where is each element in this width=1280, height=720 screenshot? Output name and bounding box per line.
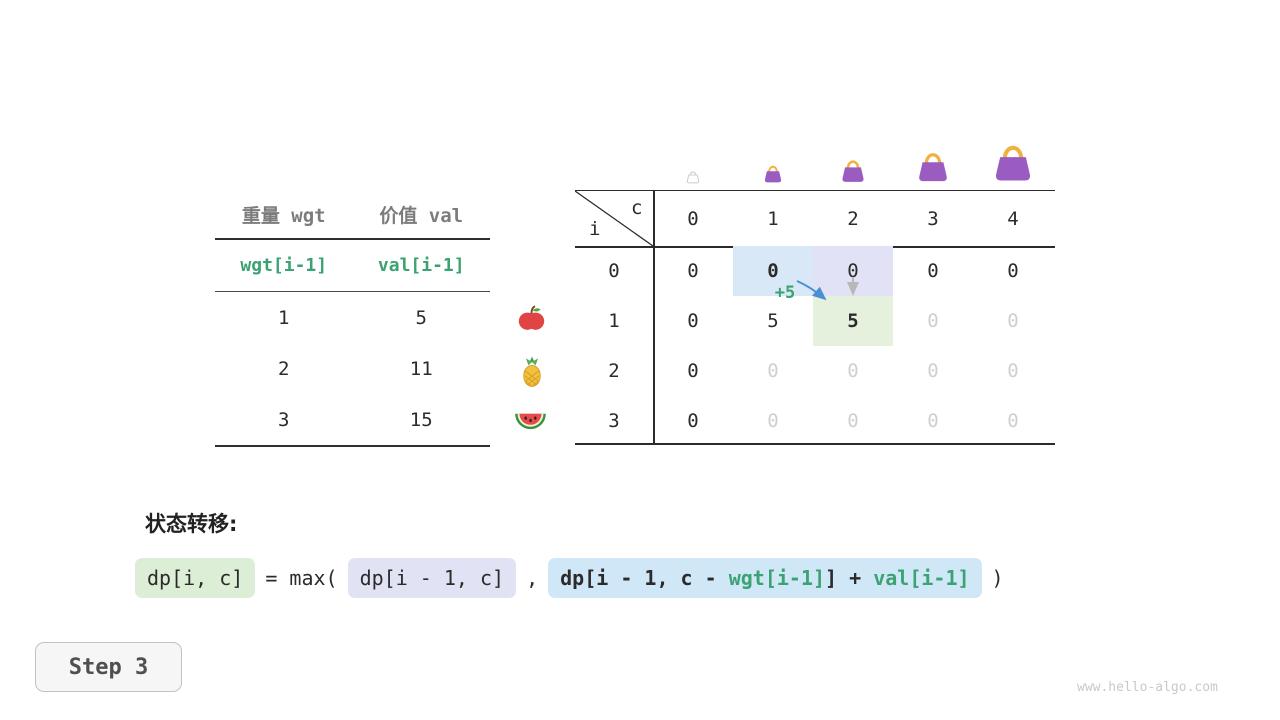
take-term-val: val[i-1] bbox=[873, 566, 970, 590]
dp-col-header-4: 4 bbox=[1007, 207, 1019, 230]
dp-cell-0-2: 0 bbox=[813, 246, 893, 296]
watermelon-icon bbox=[514, 409, 547, 432]
value-column-header: 价值 val bbox=[379, 204, 464, 227]
dp-cell-2-2: 0 bbox=[847, 360, 859, 382]
items-formula-row: wgt[i-1] val[i-1] bbox=[215, 240, 490, 292]
dp-cell-1-4: 0 bbox=[1007, 310, 1019, 332]
dp-row-header-1: 1 bbox=[608, 310, 620, 332]
dp-row-header-2: 2 bbox=[608, 360, 620, 382]
apple-icon bbox=[517, 304, 546, 333]
item-1-value: 5 bbox=[415, 306, 427, 329]
take-term-prefix: dp[i - 1, c - bbox=[560, 566, 729, 590]
dp-cell-3-4: 0 bbox=[1007, 410, 1019, 432]
item-2-weight: 2 bbox=[278, 357, 290, 380]
items-table: 重量 wgt 价值 val wgt[i-1] val[i-1] 1 5 2 11… bbox=[215, 190, 490, 447]
dp-row-header-separator bbox=[653, 191, 655, 443]
dp-current-chip: dp[i, c] bbox=[135, 558, 256, 598]
dp-col-header-0: 0 bbox=[687, 207, 699, 230]
empty-bag-icon bbox=[686, 170, 700, 184]
dp-row-header-3: 3 bbox=[608, 410, 620, 432]
dp-table: c i 0 1 2 3 4 0 1 2 3 0 0 0 0 0 0 5 5 0 … bbox=[575, 190, 1055, 445]
dp-cell-2-4: 0 bbox=[1007, 360, 1019, 382]
dp-col-header-3: 3 bbox=[927, 207, 939, 230]
dp-cell-2-1: 0 bbox=[767, 360, 779, 382]
dp-cell-1-2: 5 bbox=[813, 296, 893, 346]
dp-take-item-chip: dp[i - 1, c - wgt[i-1]] + val[i-1] bbox=[548, 558, 982, 598]
dp-row-header-0: 0 bbox=[608, 260, 620, 282]
dp-cell-3-0: 0 bbox=[687, 410, 699, 432]
item-row-3: 3 15 bbox=[215, 394, 490, 445]
dp-cell-1-3: 0 bbox=[927, 310, 939, 332]
dp-cell-1-1: 5 bbox=[767, 310, 779, 332]
dp-cell-2-3: 0 bbox=[927, 360, 939, 382]
item-2-value: 11 bbox=[409, 357, 433, 380]
item-3-weight: 3 bbox=[278, 408, 290, 431]
item-row-2: 2 11 bbox=[215, 343, 490, 394]
dp-cell-3-3: 0 bbox=[927, 410, 939, 432]
bag-icon-2 bbox=[840, 158, 866, 184]
dp-cell-2-0: 0 bbox=[687, 360, 699, 382]
plus-five-label: +5 bbox=[774, 283, 796, 303]
site-watermark: www.hello-algo.com bbox=[1077, 680, 1218, 695]
weight-column-header: 重量 wgt bbox=[241, 204, 326, 227]
comma-text: , bbox=[526, 566, 539, 590]
dp-cell-0-0: 0 bbox=[687, 260, 699, 282]
bag-icon-4 bbox=[992, 142, 1034, 184]
item-row-1: 1 5 bbox=[215, 292, 490, 343]
dp-cell-0-3: 0 bbox=[927, 260, 939, 282]
item-1-weight: 1 bbox=[278, 306, 290, 329]
dp-col-header-1: 1 bbox=[767, 207, 779, 230]
pineapple-icon bbox=[518, 355, 546, 388]
bag-icon-3 bbox=[916, 150, 950, 184]
val-formula-cell: val[i-1] bbox=[377, 255, 465, 276]
close-paren-text: ) bbox=[991, 566, 1004, 590]
take-term-wgt: wgt[i-1] bbox=[728, 566, 826, 590]
wgt-formula-cell: wgt[i-1] bbox=[240, 255, 328, 276]
dp-col-header-2: 2 bbox=[847, 207, 859, 230]
dp-corner-i-label: i bbox=[589, 218, 601, 240]
state-transition-label: 状态转移: bbox=[145, 512, 238, 536]
dp-cell-3-1: 0 bbox=[767, 410, 779, 432]
dp-cell-3-2: 0 bbox=[847, 410, 859, 432]
take-term-mid: ] + bbox=[825, 566, 874, 590]
bag-icon-1 bbox=[763, 164, 783, 184]
dp-cell-1-0: 0 bbox=[687, 310, 699, 332]
dp-skip-item-chip: dp[i - 1, c] bbox=[347, 558, 517, 598]
equals-max-text: = max( bbox=[265, 566, 338, 590]
dp-corner-c-label: c bbox=[631, 197, 643, 219]
step-badge: Step 3 bbox=[35, 642, 182, 692]
transition-formula: dp[i, c] = max( dp[i - 1, c] , dp[i - 1,… bbox=[135, 558, 1014, 598]
items-header-row: 重量 wgt 价值 val bbox=[215, 190, 490, 240]
dp-cell-0-4: 0 bbox=[1007, 260, 1019, 282]
item-3-value: 15 bbox=[409, 408, 433, 431]
